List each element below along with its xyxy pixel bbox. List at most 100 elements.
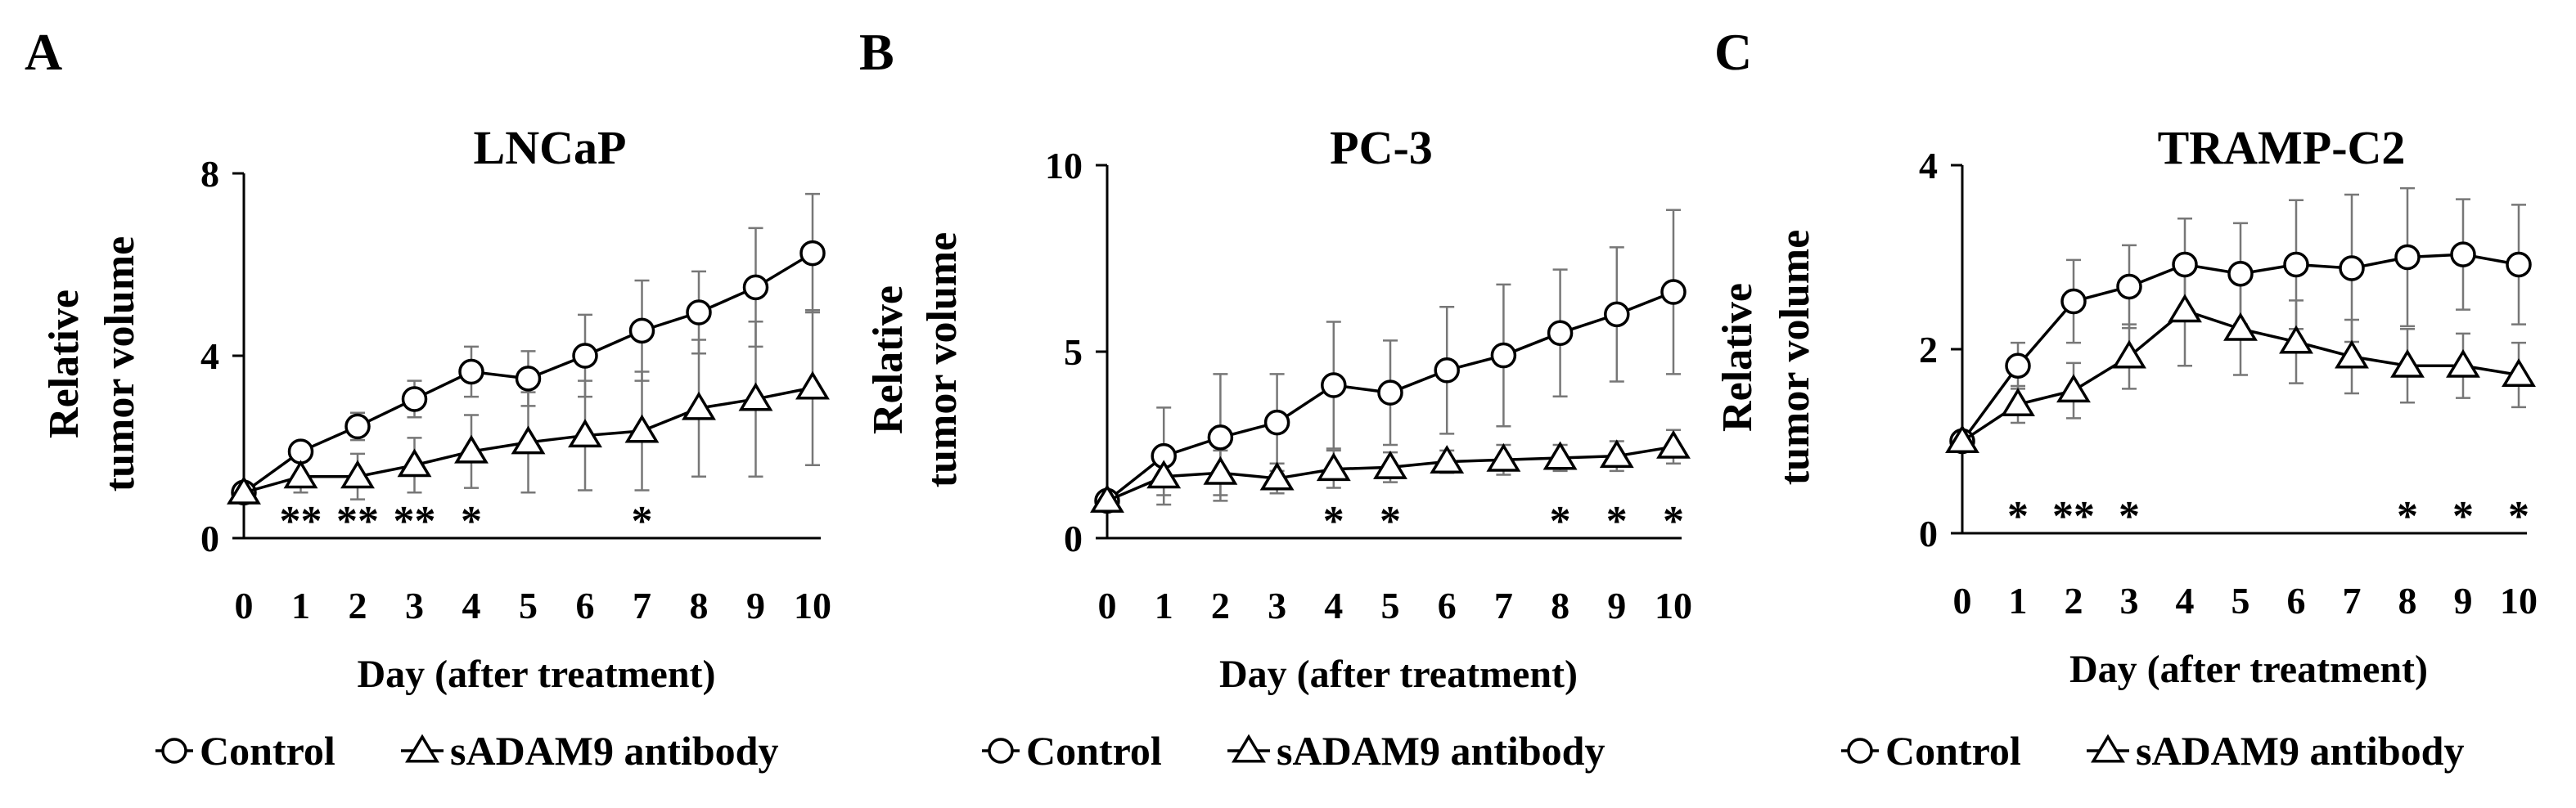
significance-marker: *	[2007, 493, 2029, 540]
data-point-control	[515, 366, 542, 392]
legend-label-antibody: sADAM9 antibody	[450, 728, 778, 774]
data-point-control	[742, 274, 769, 301]
significance-marker: *	[461, 498, 482, 545]
y-tick-label: 0	[1064, 518, 1083, 559]
data-point-antibody	[1316, 452, 1351, 482]
series-antibody	[227, 370, 830, 505]
data-point-control	[572, 343, 598, 369]
y-axis-label-line1: Relative	[1714, 283, 1761, 432]
x-tick-label: 1	[1155, 585, 1173, 626]
data-point-control	[799, 240, 826, 267]
panel-letter: B	[859, 23, 894, 81]
legend-label-control: Control	[1885, 728, 2021, 774]
data-point-antibody	[738, 382, 773, 411]
x-tick-label: 0	[1098, 585, 1117, 626]
data-point-control	[2005, 352, 2031, 379]
significance-marker: **	[280, 498, 322, 545]
data-point-antibody	[1430, 445, 1465, 474]
data-point-antibody	[2223, 312, 2258, 341]
legend-label-control: Control	[1026, 728, 1162, 774]
legend-marker-antibody	[405, 734, 439, 763]
chart-title: PC-3	[1330, 121, 1433, 174]
x-tick-label: 5	[1381, 585, 1400, 626]
legend: Control sADAM9 antibody	[155, 728, 778, 774]
data-point-antibody	[2502, 358, 2536, 387]
data-point-control	[2172, 251, 2198, 278]
legend: Control sADAM9 antibody	[1841, 728, 2464, 774]
chart-title: LNCaP	[474, 121, 627, 174]
legend-marker-control	[161, 738, 187, 764]
data-point-antibody	[1373, 450, 1407, 479]
data-point-control	[686, 299, 712, 325]
significance-marker: *	[2508, 493, 2529, 540]
data-point-antibody	[2056, 374, 2091, 403]
x-tick-label: 5	[519, 585, 538, 626]
x-axis-label: Day (after treatment)	[2069, 648, 2428, 691]
x-tick-label: 4	[1324, 585, 1343, 626]
x-tick-label: 2	[1211, 585, 1230, 626]
panel-letter: C	[1714, 23, 1752, 81]
x-tick-label: 7	[1494, 585, 1513, 626]
x-axis-label: Day (after treatment)	[1219, 653, 1578, 696]
significance-marker: **	[2052, 493, 2095, 540]
data-point-antibody	[1542, 441, 1578, 470]
significance-marker: *	[1323, 498, 1344, 545]
legend-label-antibody: sADAM9 antibody	[1277, 728, 1605, 774]
data-point-antibody	[1656, 429, 1691, 459]
data-point-control	[401, 386, 428, 412]
significance-marker: *	[1380, 498, 1401, 545]
data-point-control	[2116, 273, 2142, 300]
y-axis-label-line1: Relative	[865, 285, 912, 434]
significance-marker: *	[1550, 498, 1571, 545]
significance-marker: **	[394, 498, 436, 545]
legend: Control sADAM9 antibody	[982, 728, 1605, 774]
x-tick-label: 6	[576, 585, 595, 626]
x-tick-label: 7	[633, 585, 651, 626]
data-point-control	[1263, 409, 1290, 436]
series-control	[1949, 241, 2532, 455]
y-tick-label: 0	[1919, 513, 1938, 554]
data-point-antibody	[1486, 442, 1521, 472]
data-point-control	[2506, 251, 2532, 278]
y-tick-label: 10	[1045, 145, 1083, 186]
x-tick-label: 8	[1551, 585, 1569, 626]
series-antibody	[1945, 294, 2536, 453]
data-point-control	[345, 413, 371, 440]
y-axis-label-line2: tumor volume	[1772, 230, 1818, 485]
data-point-antibody	[2001, 388, 2035, 416]
x-tick-label: 8	[690, 585, 709, 626]
data-point-antibody	[2112, 339, 2146, 369]
x-tick-label: 4	[462, 585, 481, 626]
x-tick-label: 5	[2231, 580, 2250, 622]
x-tick-label: 6	[1438, 585, 1457, 626]
x-tick-label: 9	[2454, 580, 2473, 622]
data-point-control	[2339, 255, 2365, 281]
data-point-antibody	[568, 419, 602, 448]
data-point-antibody	[2335, 339, 2369, 369]
data-point-control	[458, 358, 484, 385]
x-tick-label: 3	[405, 585, 424, 626]
x-tick-label: 1	[291, 585, 310, 626]
x-tick-label: 8	[2398, 580, 2417, 622]
legend-marker-control	[988, 738, 1014, 764]
significance-marker: *	[1606, 498, 1628, 545]
error-bars-antibody	[236, 309, 820, 501]
x-tick-label: 9	[1607, 585, 1626, 626]
data-point-antibody	[227, 475, 261, 505]
x-tick-label: 10	[1655, 585, 1692, 626]
data-point-antibody	[397, 448, 432, 478]
data-point-antibody	[283, 460, 318, 489]
data-point-antibody	[2446, 348, 2480, 378]
data-point-control	[1377, 379, 1403, 406]
x-tick-label: 2	[2065, 580, 2083, 622]
data-point-antibody	[1146, 460, 1182, 489]
data-point-control	[628, 317, 655, 344]
x-tick-label: 9	[746, 585, 765, 626]
x-tick-label: 10	[2500, 580, 2538, 622]
x-tick-label: 3	[1268, 585, 1286, 626]
significance-marker: *	[2452, 493, 2474, 540]
